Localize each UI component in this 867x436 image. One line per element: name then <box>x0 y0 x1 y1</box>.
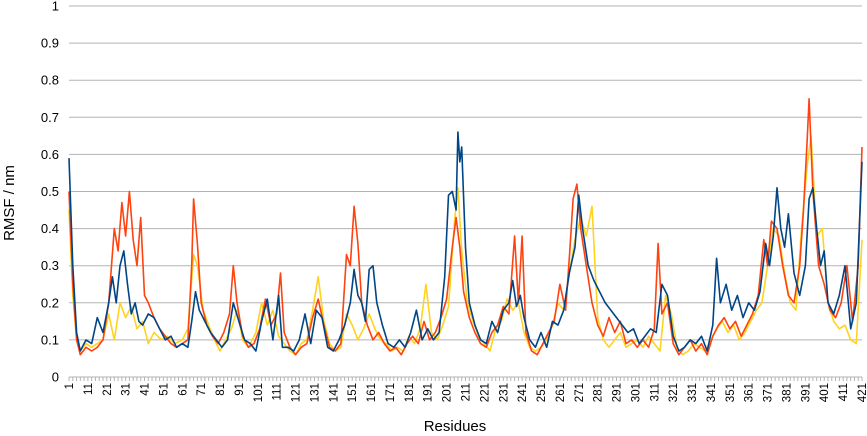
y-tick-label: 0.8 <box>41 73 59 88</box>
series-lines <box>68 98 863 356</box>
y-axis-ticks: 0 0.1 0.2 0.3 0.4 0.5 0.6 0.7 0.8 0.9 1 <box>41 0 59 385</box>
x-tick-label: 321 <box>668 383 680 402</box>
x-tick-label: 71 <box>196 383 208 396</box>
x-tick-label: 121 <box>291 383 303 402</box>
x-tick-label: 401 <box>819 383 831 402</box>
x-tick-label: 41 <box>140 383 152 396</box>
x-tick-label: 111 <box>272 383 284 400</box>
x-tick-label: 411 <box>838 383 850 401</box>
y-tick-label: 1 <box>52 0 59 14</box>
x-axis-ticks: 1 11 21 31 41 51 61 71 81 91 101 111 121 131 141 151 161… <box>64 377 867 402</box>
x-tick-label: 281 <box>593 383 605 402</box>
y-axis-title: RMSF / nm <box>1 165 18 241</box>
y-tick-label: 0.5 <box>41 184 59 199</box>
x-tick-label: 201 <box>442 383 454 402</box>
x-tick-label: 81 <box>215 383 227 396</box>
y-tick-label: 0.3 <box>41 258 59 273</box>
x-tick-label: 211 <box>461 383 473 401</box>
x-tick-label: 11 <box>83 383 95 395</box>
y-tick-label: 0.1 <box>41 332 59 347</box>
y-tick-label: 0 <box>52 370 59 385</box>
y-tick-label: 0.9 <box>41 36 59 51</box>
y-tick-label: 0.2 <box>41 295 59 310</box>
x-tick-label: 161 <box>366 383 378 402</box>
x-tick-label: 311 <box>649 383 661 401</box>
x-tick-label: 391 <box>800 383 812 402</box>
x-tick-label: 91 <box>234 383 246 396</box>
x-tick-label: 131 <box>309 383 321 402</box>
x-tick-label: 151 <box>347 383 359 402</box>
x-tick-label: 331 <box>687 383 699 402</box>
x-tick-label: 31 <box>121 383 133 396</box>
x-axis-title: Residues <box>424 418 487 435</box>
y-tick-label: 0.7 <box>41 110 59 125</box>
x-tick-label: 371 <box>763 383 775 402</box>
y-tick-label: 0.4 <box>41 221 59 236</box>
x-tick-label: 261 <box>555 383 567 402</box>
x-tick-label: 1 <box>64 383 76 389</box>
x-tick-label: 51 <box>158 383 170 396</box>
x-tick-label: 291 <box>612 383 624 402</box>
y-tick-label: 0.6 <box>41 147 59 162</box>
x-tick-label: 251 <box>536 383 548 402</box>
x-tick-label: 61 <box>177 383 189 396</box>
x-tick-label: 271 <box>574 383 586 402</box>
series-line-3 <box>68 131 863 352</box>
x-tick-label: 21 <box>102 383 114 396</box>
x-tick-label: 171 <box>385 383 397 402</box>
x-tick-label: 381 <box>781 383 793 402</box>
x-tick-label: 301 <box>630 383 642 402</box>
x-tick-label: 351 <box>725 383 737 402</box>
x-tick-label: 181 <box>404 383 416 402</box>
x-tick-label: 241 <box>517 383 529 402</box>
x-tick-label: 221 <box>479 383 491 402</box>
x-tick-label: 101 <box>253 383 265 402</box>
x-tick-label: 421 <box>857 383 867 402</box>
x-tick-label: 361 <box>744 383 756 402</box>
series-line-2 <box>68 98 863 356</box>
x-tick-label: 341 <box>706 383 718 402</box>
x-tick-label: 231 <box>498 383 510 402</box>
x-tick-label: 191 <box>423 383 435 402</box>
x-tick-label: 141 <box>328 383 340 402</box>
